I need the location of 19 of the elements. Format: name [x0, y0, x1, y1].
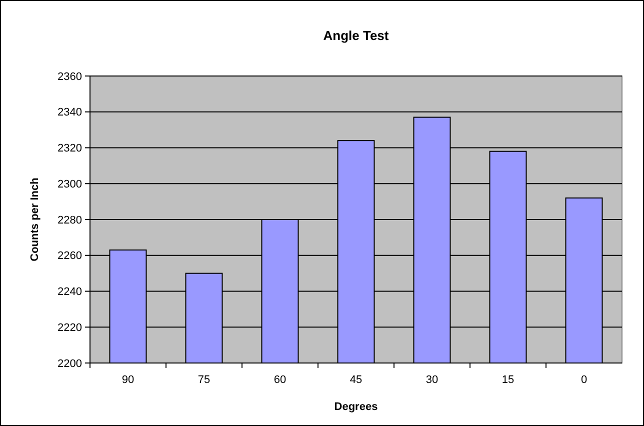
y-tick-label: 2220 [58, 322, 82, 334]
y-tick-label: 2240 [58, 286, 82, 298]
chart-title: Angle Test [323, 28, 390, 43]
y-tick-label: 2260 [58, 250, 82, 262]
x-tick-label: 75 [198, 374, 210, 386]
y-axis-title: Counts per Inch [29, 177, 41, 262]
x-tick-label: 90 [122, 374, 134, 386]
y-tick-label: 2320 [58, 142, 82, 155]
x-axis-title: Degrees [334, 401, 378, 413]
x-tick-label: 45 [350, 374, 362, 386]
y-tick-label: 2340 [58, 106, 82, 119]
x-tick-label: 0 [580, 374, 588, 386]
y-tick-label: 2300 [58, 178, 82, 190]
y-tick-label: 2280 [58, 214, 82, 226]
y-tick-label: 2360 [58, 70, 82, 83]
x-tick-label: 30 [426, 374, 438, 386]
y-tick-label: 2200 [58, 358, 82, 370]
x-tick-label: 60 [274, 374, 286, 386]
x-tick-label: 15 [502, 374, 514, 386]
